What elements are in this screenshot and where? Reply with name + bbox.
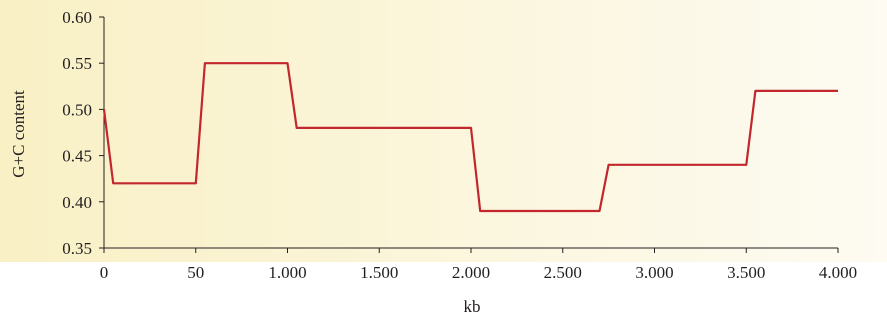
x-tick-label: 50	[187, 263, 204, 282]
y-tick-label: 0.45	[62, 147, 92, 166]
x-tick-label: 1.500	[360, 263, 398, 282]
x-tick-label: 4.000	[819, 263, 857, 282]
y-tick-label: 0.60	[62, 8, 92, 27]
x-tick-label: 2.500	[544, 263, 582, 282]
y-axis-title: G+C content	[9, 90, 28, 178]
y-axis-ticks: 0.35 0.40 0.45 0.50 0.55 0.60	[62, 8, 104, 258]
x-axis-ticks: 0 50 1.000 1.500 2.000 2.500 3.000 3.500 4.000	[100, 248, 857, 282]
y-tick-label: 0.50	[62, 100, 92, 119]
series-layer	[102, 62, 838, 213]
y-tick-label: 0.55	[62, 54, 92, 73]
gc-content-line	[102, 62, 838, 213]
x-tick-label: 1.000	[268, 263, 306, 282]
x-axis-title: kb	[464, 297, 481, 316]
y-tick-label: 0.40	[62, 193, 92, 212]
x-tick-label: 3.500	[727, 263, 765, 282]
y-tick-label: 0.35	[62, 239, 92, 258]
x-tick-label: 0	[100, 263, 109, 282]
plot-background	[0, 0, 887, 262]
x-tick-label: 2.000	[452, 263, 490, 282]
x-tick-label: 3.000	[635, 263, 673, 282]
